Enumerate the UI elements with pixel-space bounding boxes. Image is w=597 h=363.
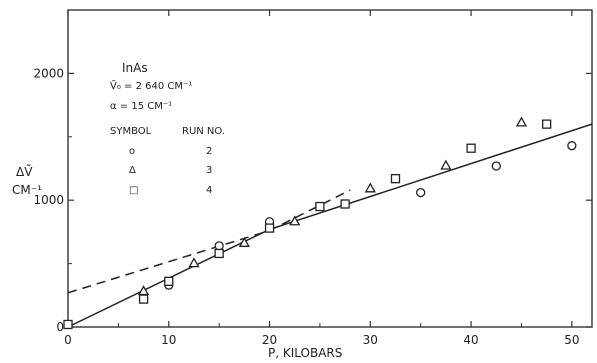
data-point-run-3 — [289, 215, 301, 226]
dashed-fit-line — [67, 189, 351, 294]
data-point-run-3 — [515, 116, 528, 127]
y-axis-label-unit: CM⁻¹ — [12, 183, 42, 197]
data-point-run-4 — [138, 294, 149, 304]
alpha-label: α = 15 CM⁻¹ — [110, 101, 173, 112]
data-point-run-3 — [238, 236, 250, 247]
data-point-run-4 — [315, 201, 325, 212]
data-point-run-2 — [214, 241, 224, 251]
data-point-run-4 — [264, 223, 275, 233]
data-point-run-3 — [364, 182, 376, 193]
x-tick-label: 10 — [161, 333, 176, 347]
material-label: InAs — [122, 61, 148, 75]
data-point-run-2 — [567, 141, 577, 151]
x-axis-label: P, KILOBARS — [268, 346, 343, 360]
y-tick-label: 1000 — [33, 193, 64, 207]
data-point-run-2 — [491, 161, 501, 171]
legend-glyph-triangle: Δ — [129, 165, 136, 176]
legend-header-symbol: SYMBOL — [110, 126, 152, 137]
legend-glyph-square: □ — [129, 185, 139, 196]
plot-frame — [67, 9, 593, 328]
data-point-run-4 — [214, 248, 224, 259]
data-point-run-4 — [63, 319, 73, 330]
data-point-run-4 — [164, 276, 174, 287]
legend-run-2: 2 — [206, 146, 213, 157]
data-point-run-3 — [440, 159, 452, 170]
data-point-run-3 — [188, 257, 200, 268]
nu0-label: Ṽ₀ = 2 640 CM⁻¹ — [110, 81, 193, 92]
x-tick-label: 0 — [64, 333, 72, 347]
y-tick-label: 0 — [56, 320, 64, 334]
legend-run-4: 4 — [206, 185, 213, 196]
legend-run-3: 3 — [206, 165, 213, 176]
x-tick-label: 30 — [363, 333, 378, 347]
y-tick-label: 2000 — [33, 66, 64, 80]
data-point-run-3 — [137, 285, 150, 296]
data-point-run-2 — [416, 187, 426, 198]
legend-glyph-circle: o — [129, 146, 136, 157]
x-tick-label: 20 — [262, 333, 277, 347]
y-axis-label-top: ΔṼ — [16, 165, 33, 179]
x-tick-label: 40 — [463, 333, 478, 347]
data-point-run-4 — [390, 173, 401, 184]
data-point-run-4 — [340, 199, 350, 209]
legend-header-run: RUN NO. — [182, 126, 226, 137]
data-point-run-4 — [466, 143, 476, 153]
x-tick-label: 50 — [564, 333, 579, 347]
data-point-run-4 — [542, 119, 552, 129]
